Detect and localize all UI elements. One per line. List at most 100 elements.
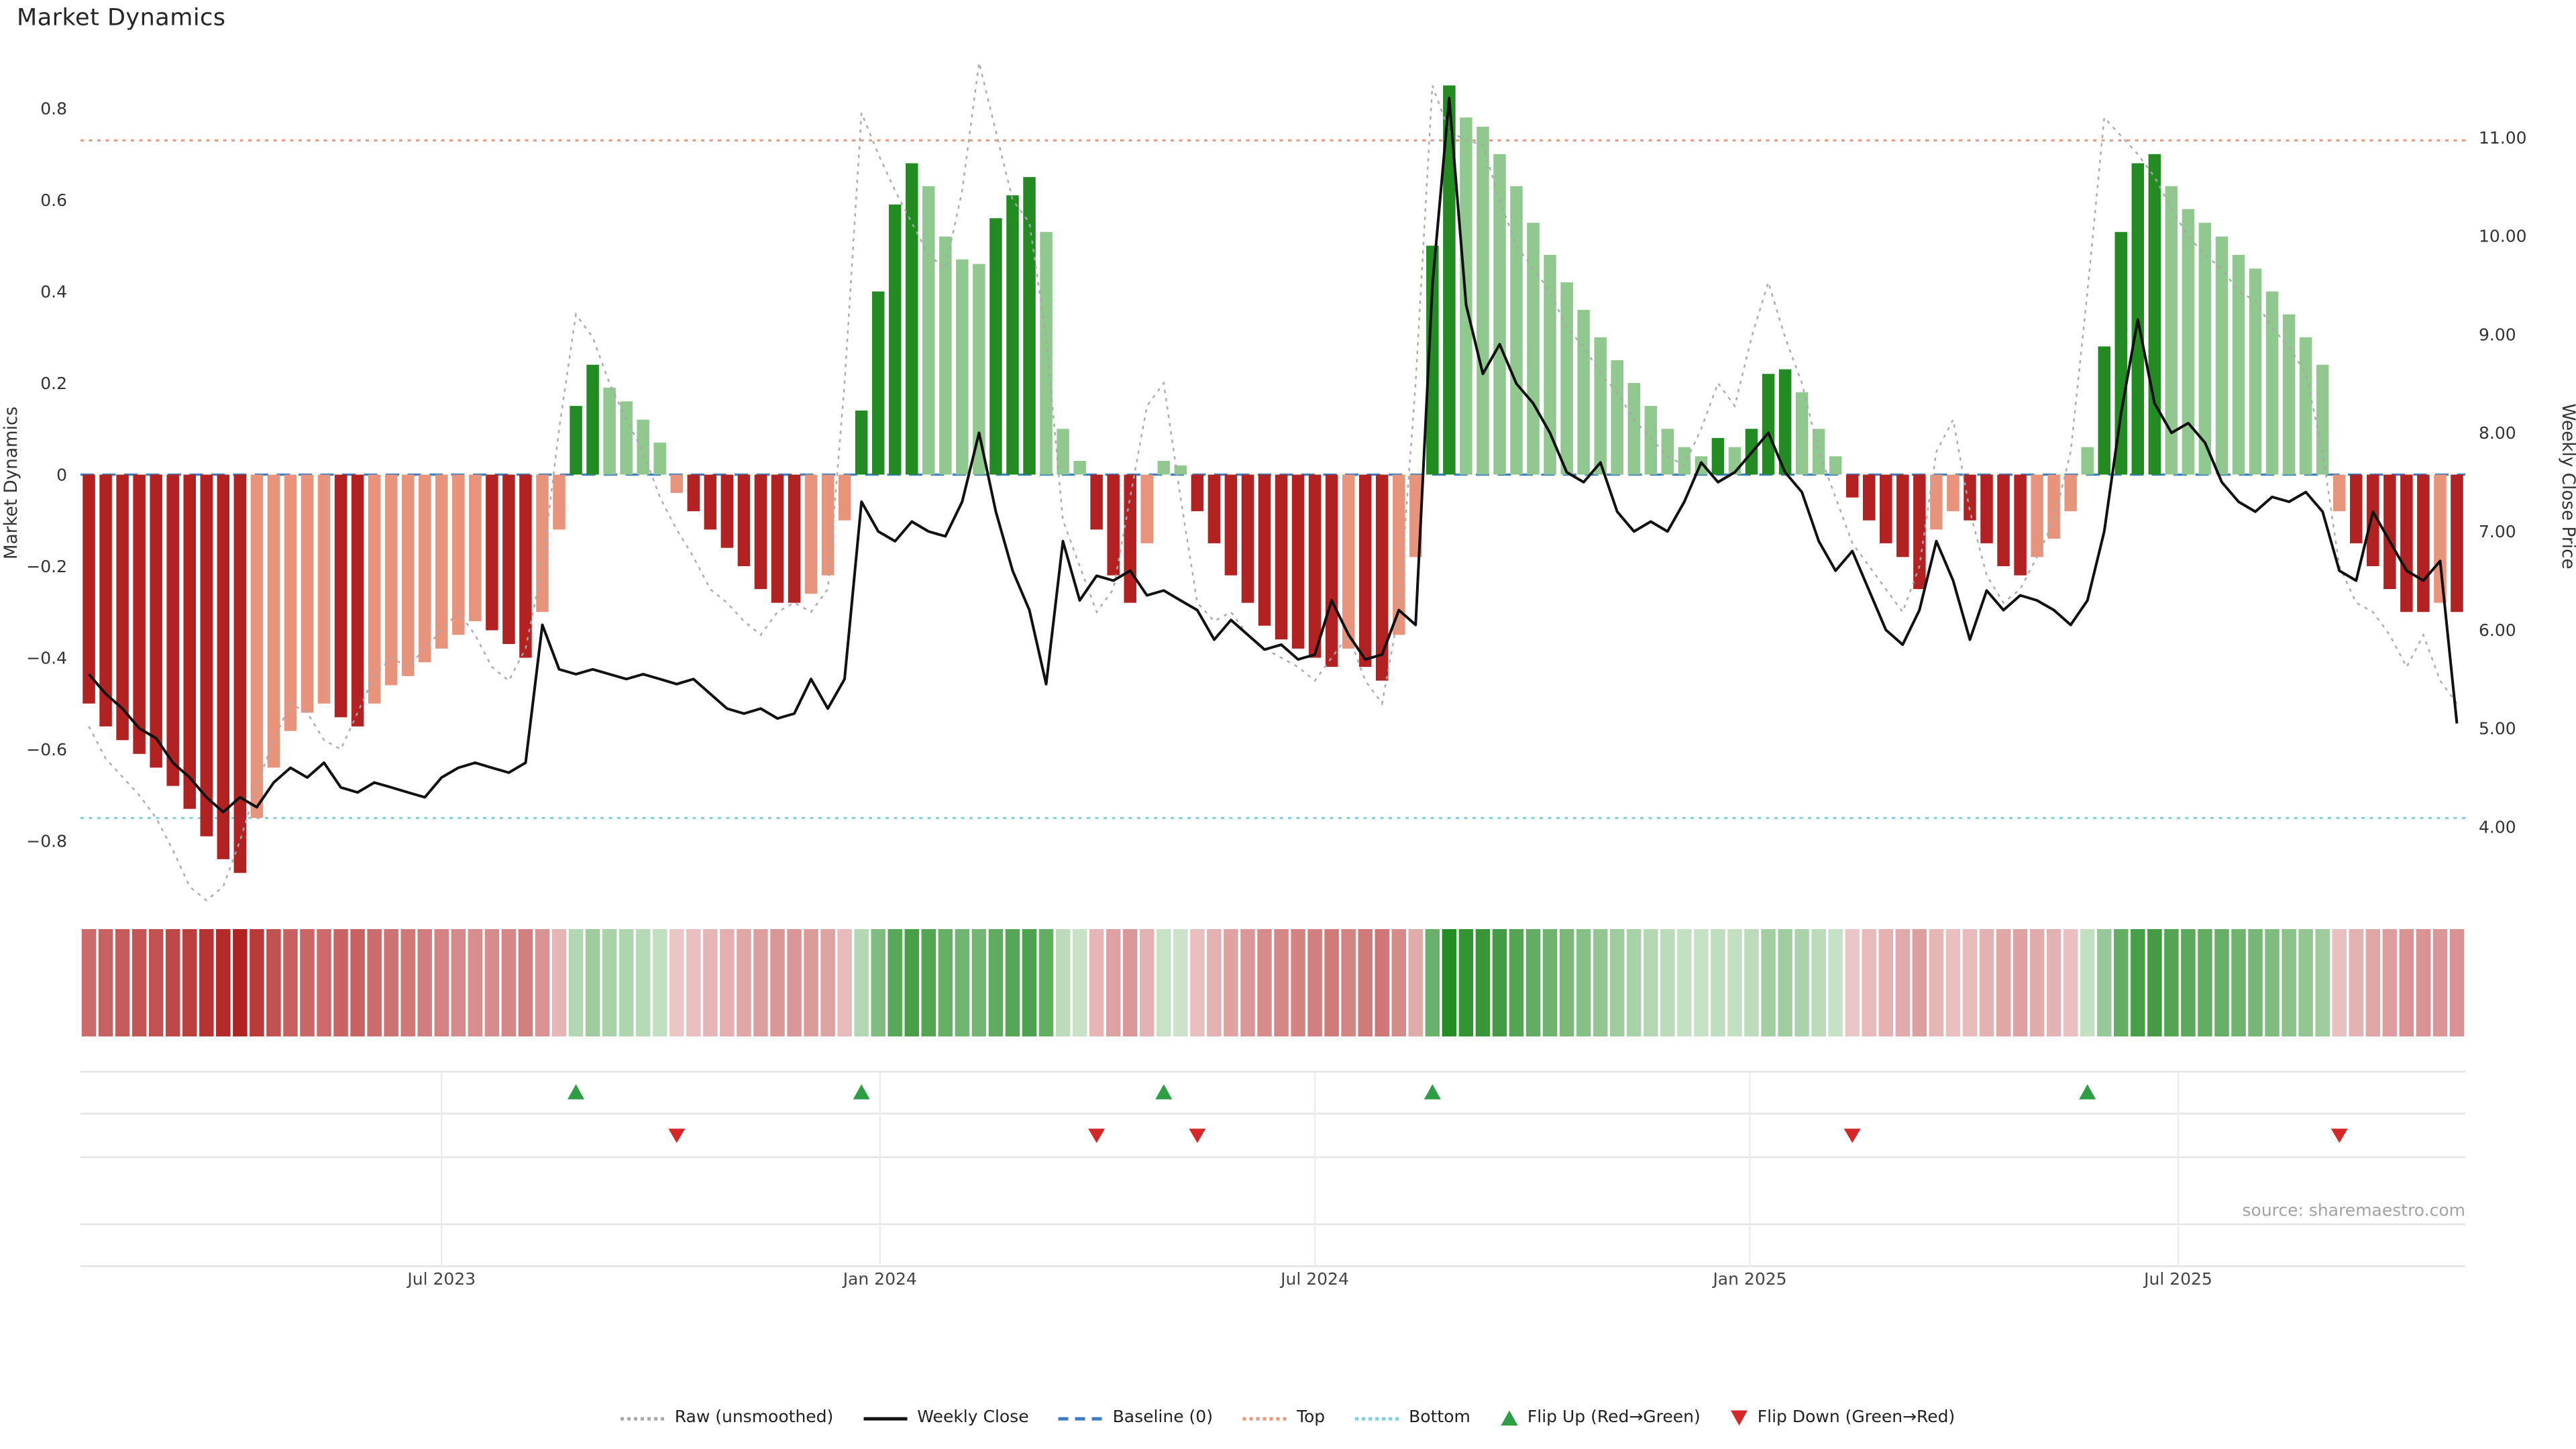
heatmap-cell [165, 929, 180, 1036]
bar [1980, 474, 1993, 543]
bar [1577, 309, 1590, 475]
heatmap-cell [1122, 929, 1138, 1036]
heatmap-cell [1089, 929, 1104, 1036]
heatmap-cell [770, 929, 785, 1036]
bar [2098, 346, 2110, 475]
flip-down-marker [1843, 1128, 1861, 1143]
heatmap-cell [2298, 929, 2313, 1036]
heatmap-cell [1996, 929, 2011, 1036]
heatmap-cell [2164, 929, 2179, 1036]
flip-up-marker [853, 1084, 870, 1099]
bar [973, 264, 985, 475]
bar [1477, 126, 1489, 475]
heatmap-cell [2332, 929, 2347, 1036]
heatmap-cell [1358, 929, 1373, 1036]
bar [603, 387, 616, 475]
bar [2114, 231, 2128, 475]
y-tick-label-right: 10.00 [2479, 227, 2527, 246]
heatmap-cell [619, 929, 634, 1036]
flip-up-marker [568, 1084, 585, 1099]
flip-down-marker [668, 1128, 686, 1143]
bar [1880, 474, 1892, 543]
bar [1627, 383, 1640, 475]
bar [922, 186, 935, 475]
bar [956, 259, 969, 475]
heatmap-cell [1660, 929, 1675, 1036]
bar [1308, 474, 1322, 658]
bar [1358, 474, 1372, 667]
bar [804, 474, 818, 594]
heatmap-cell [2046, 929, 2061, 1036]
bar [1678, 447, 1691, 475]
bar [418, 474, 431, 663]
bar [553, 474, 566, 530]
heatmap-cell [2382, 929, 2398, 1036]
bar [2434, 474, 2447, 603]
heatmap-cell [81, 929, 97, 1036]
bar [2249, 268, 2262, 475]
bar [1778, 369, 1792, 475]
heatmap-cell [1929, 929, 1944, 1036]
bar [217, 474, 230, 859]
heatmap-cell [350, 929, 365, 1036]
heatmap-cell [669, 929, 684, 1036]
bar [2198, 223, 2212, 475]
bar [2182, 209, 2195, 475]
y-tick-label-right: 4.00 [2479, 817, 2516, 837]
baseline-swatch-icon [1059, 1416, 1103, 1420]
heatmap-cell [2198, 929, 2212, 1036]
bar [1107, 474, 1120, 576]
x-tick-label: Jul 2025 [2143, 1269, 2212, 1289]
bar [150, 474, 162, 768]
bar [536, 474, 549, 612]
heatmap-cell [1644, 929, 1658, 1036]
heatmap-cell [2282, 929, 2296, 1036]
bar [317, 474, 331, 704]
flip-down-marker [1088, 1128, 1106, 1143]
heatmap-cell [1878, 929, 1894, 1036]
bar [2367, 474, 2379, 566]
y-tick-label-left: 0.6 [40, 191, 67, 210]
bar [754, 474, 767, 590]
bar [1930, 474, 1943, 530]
heatmap-cell [1945, 929, 1961, 1036]
heatmap-cell [1761, 929, 1776, 1036]
bar [1594, 337, 1607, 475]
bar [486, 474, 498, 631]
heatmap-cell [1794, 929, 1809, 1036]
bar [1224, 474, 1238, 576]
bar [1997, 474, 2010, 566]
bar [620, 401, 633, 475]
heatmap-cell [820, 929, 835, 1036]
legend-item-baseline: Baseline (0) [1059, 1409, 1213, 1428]
heatmap-cell [400, 929, 415, 1036]
heatmap-cell [2416, 929, 2431, 1036]
y-tick-label-left: 0.8 [40, 99, 67, 118]
heatmap-cell [804, 929, 818, 1036]
bar [888, 204, 902, 475]
bar [2232, 254, 2245, 475]
heatmap-cell [1274, 929, 1289, 1036]
chart-title: Market Dynamics [17, 5, 226, 32]
legend-label: Weekly Close [917, 1409, 1029, 1428]
heatmap-cell [1828, 929, 1843, 1036]
bar [1863, 474, 1876, 521]
heatmap-cell [635, 929, 651, 1036]
heatmap-cell [1173, 929, 1188, 1036]
bar [435, 474, 448, 649]
bar [1342, 474, 1355, 649]
heatmap-cell [988, 929, 1004, 1036]
legend-label: Flip Up (Red→Green) [1527, 1409, 1701, 1428]
heatmap-cell [1022, 929, 1037, 1036]
heatmap-cell [2315, 929, 2330, 1036]
bar [1073, 461, 1086, 475]
legend-item-close: Weekly Close [863, 1409, 1029, 1428]
heatmap-cell [1509, 929, 1524, 1036]
bar [1291, 474, 1305, 649]
y-tick-label-left: 0 [56, 465, 67, 484]
bar [1241, 474, 1254, 603]
bar [250, 474, 264, 818]
x-axis-labels: Jul 2023 Jan 2024 Jul 2024 Jan 2025 Jul 2025 [406, 1269, 2212, 1289]
heatmap-cell [333, 929, 348, 1036]
